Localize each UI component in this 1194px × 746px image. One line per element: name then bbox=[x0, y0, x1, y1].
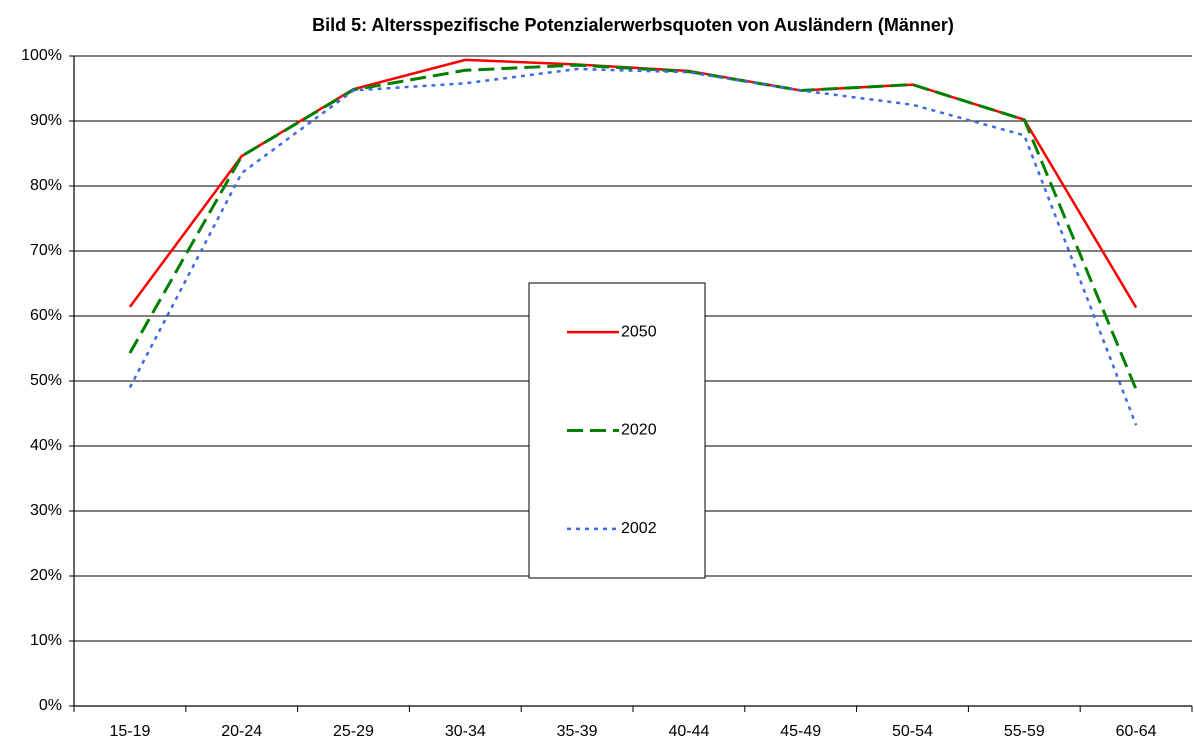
x-tick-label: 55-59 bbox=[1004, 723, 1045, 740]
legend-label: 2050 bbox=[621, 323, 657, 340]
x-tick-label: 45-49 bbox=[780, 723, 821, 740]
y-tick-label: 90% bbox=[30, 112, 62, 129]
x-tick-label: 20-24 bbox=[221, 723, 262, 740]
y-tick-label: 20% bbox=[30, 567, 62, 584]
x-tick-label: 40-44 bbox=[668, 723, 709, 740]
x-tick-label: 60-64 bbox=[1116, 723, 1157, 740]
series-line bbox=[128, 67, 1138, 426]
y-tick-label: 60% bbox=[30, 307, 62, 324]
chart-title: Bild 5: Altersspezifische Potenzialerwer… bbox=[312, 15, 954, 35]
x-tick-label: 25-29 bbox=[333, 723, 374, 740]
legend-label: 2002 bbox=[621, 520, 657, 537]
legend-label: 2020 bbox=[621, 422, 657, 439]
y-tick-label: 10% bbox=[30, 632, 62, 649]
x-tick-label: 35-39 bbox=[557, 723, 598, 740]
x-tick-label: 50-54 bbox=[892, 723, 933, 740]
y-tick-label: 70% bbox=[30, 242, 62, 259]
y-tick-label: 100% bbox=[21, 47, 62, 64]
y-tick-label: 0% bbox=[39, 697, 62, 714]
x-tick-label: 30-34 bbox=[445, 723, 486, 740]
y-tick-label: 50% bbox=[30, 372, 62, 389]
x-tick-label: 15-19 bbox=[109, 723, 150, 740]
y-tick-label: 30% bbox=[30, 502, 62, 519]
y-tick-label: 80% bbox=[30, 177, 62, 194]
y-tick-label: 40% bbox=[30, 437, 62, 454]
series-line bbox=[128, 63, 1138, 391]
series-line bbox=[128, 58, 1138, 309]
